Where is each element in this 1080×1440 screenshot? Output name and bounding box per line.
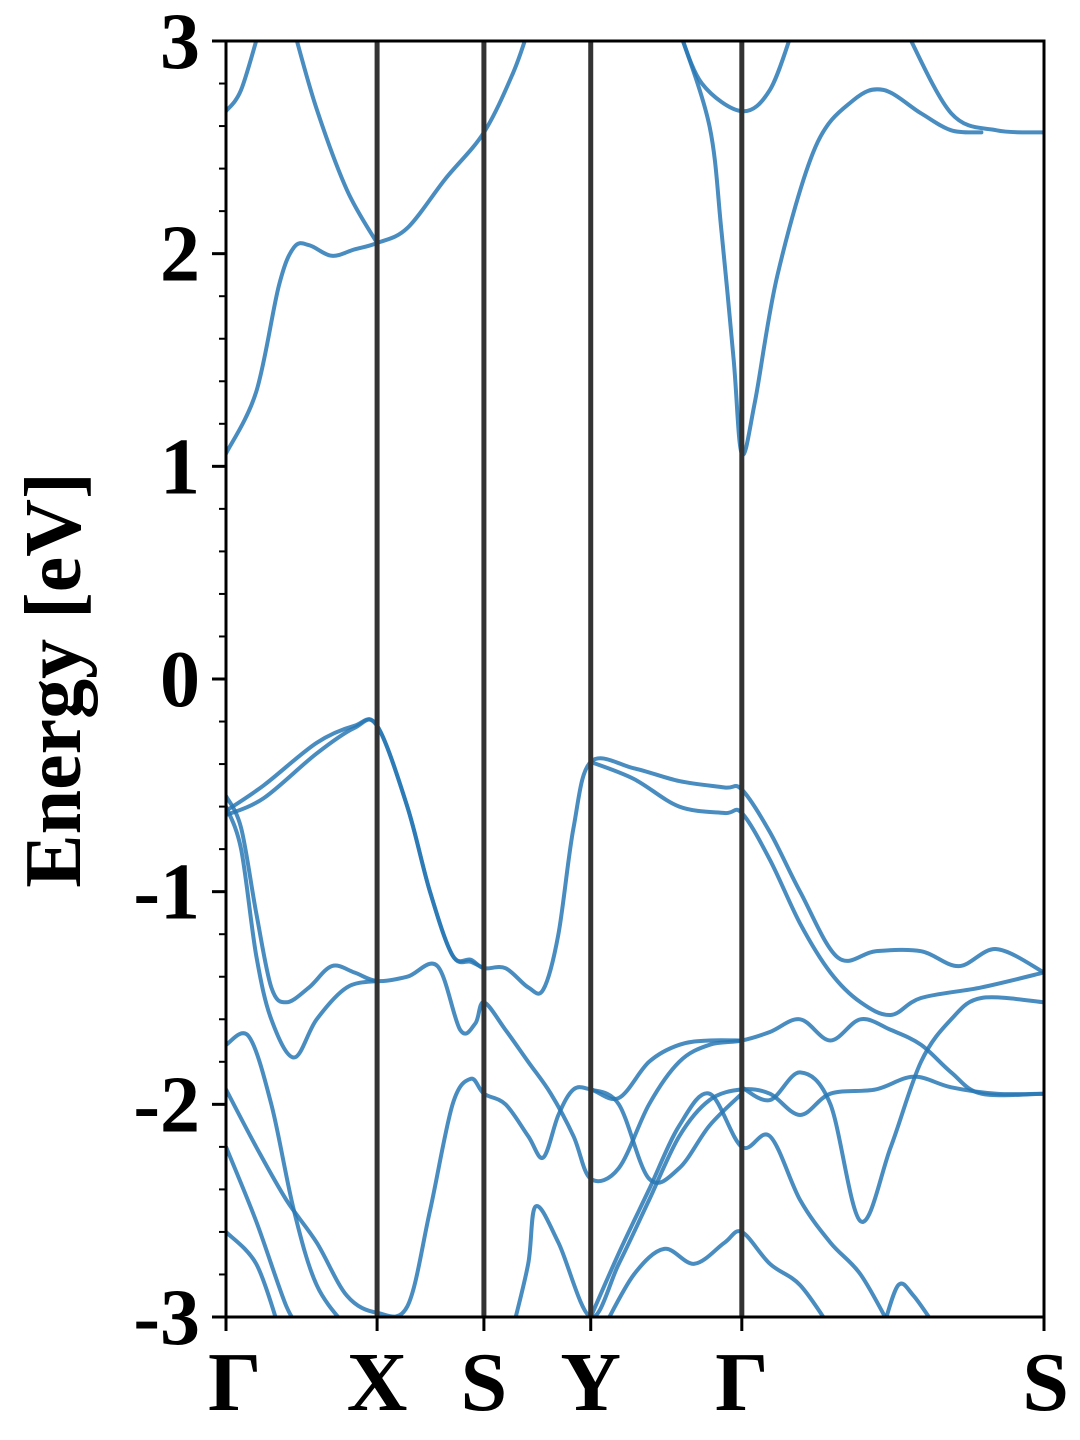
kpoint-dividers (374, 41, 745, 1317)
x-tick-label: Γ (208, 1336, 261, 1429)
band-line (739, 995, 1044, 1224)
band-line (226, 804, 380, 1060)
y-tick-label: -1 (133, 849, 200, 937)
x-tick-label: Γ (715, 1336, 768, 1429)
x-tick-label: Y (560, 1336, 621, 1429)
y-tick-label: -3 (133, 1274, 200, 1362)
band-line (226, 1144, 295, 1317)
y-tick-label: 3 (160, 0, 200, 86)
x-tick-label: X (347, 1336, 408, 1429)
x-tick-label: S (1022, 1336, 1069, 1429)
x-tick-label: S (461, 1336, 508, 1429)
y-axis: -3 -2 -1 0 1 2 3 (133, 0, 226, 1362)
band-line (680, 41, 984, 457)
band-line (226, 1031, 341, 1317)
y-tick-label: 2 (160, 211, 200, 299)
band-line (226, 794, 1044, 1184)
band-line (588, 1087, 744, 1185)
band-line (226, 717, 486, 971)
band-line (607, 1229, 826, 1317)
band-line (680, 41, 792, 114)
y-tick-label: 1 (160, 423, 200, 511)
band-line (226, 717, 1044, 996)
band-lines (226, 41, 1044, 1317)
y-tick-label: -2 (133, 1061, 200, 1149)
plot-frame (224, 39, 1046, 1319)
band-line (226, 41, 259, 114)
band-line (294, 41, 380, 245)
band-line (226, 1229, 278, 1317)
band-line (588, 759, 1044, 1018)
y-tick-label: 0 (160, 636, 200, 724)
band-line (909, 41, 1044, 135)
y-axis-label: Energy [eV] (10, 472, 98, 887)
band-line (884, 1281, 932, 1317)
